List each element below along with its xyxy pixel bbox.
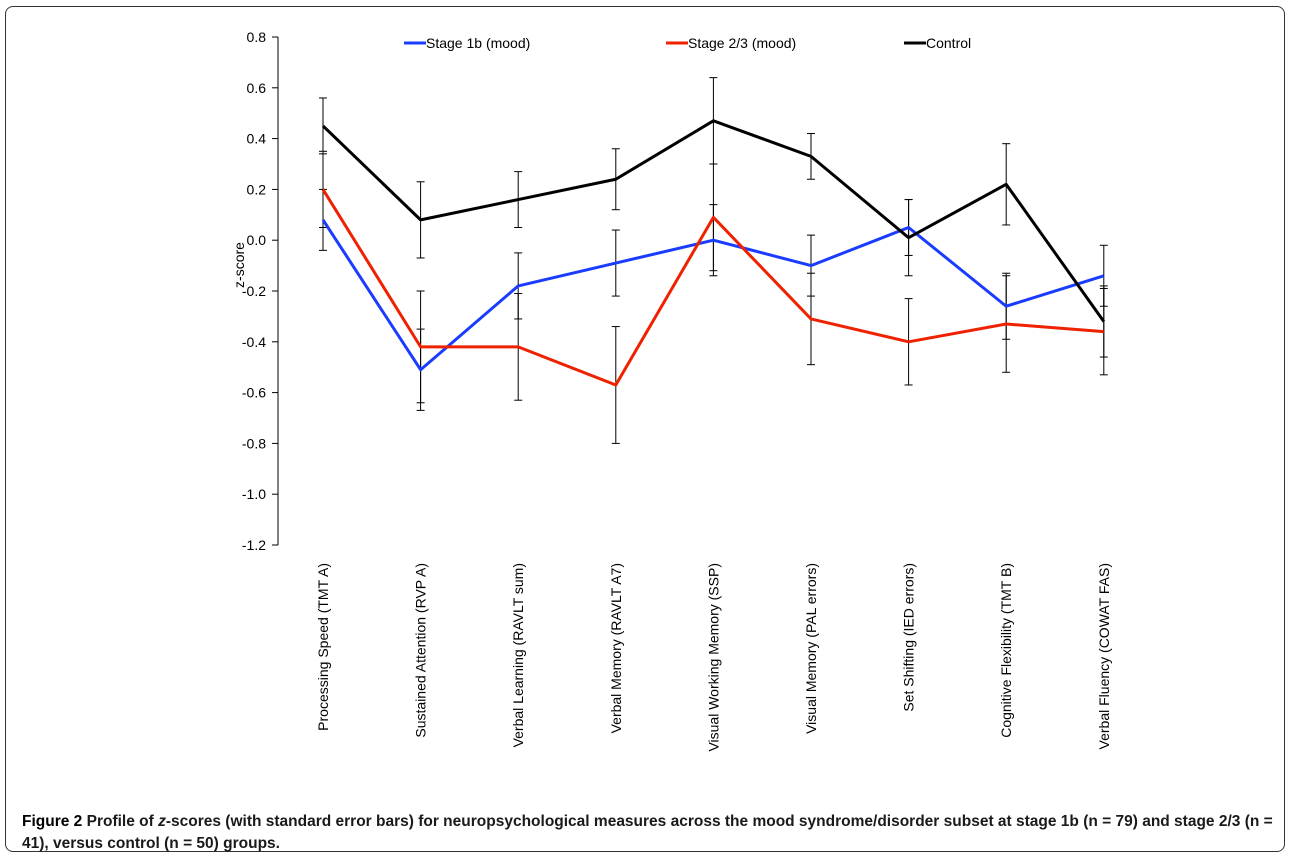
y-tick-label: -1.0 xyxy=(242,486,266,502)
y-tick-label: -1.2 xyxy=(242,537,266,553)
caption-label: Figure 2 xyxy=(22,813,83,830)
y-tick-label: 0.6 xyxy=(247,80,267,96)
caption-text-before: Profile of xyxy=(82,813,159,830)
series-line-1 xyxy=(321,219,1105,372)
caption-italic: z xyxy=(158,813,166,830)
y-tick-label: -0.4 xyxy=(242,334,266,350)
figure-frame: 0.8 0.6 0.4 0.2 0.0 -0.2 -0.4 -0.6 -0.8 -1.0 -1.2 … xyxy=(5,6,1285,852)
y-tick-label: 0.0 xyxy=(247,232,267,248)
legend-label: Stage 1b (mood) xyxy=(426,35,530,51)
x-tick-label: Processing Speed (TMT A) xyxy=(315,563,331,731)
y-tick-label: 0.2 xyxy=(247,181,267,197)
series-lines xyxy=(321,119,1106,387)
y-tick-label: 0.4 xyxy=(247,131,267,147)
x-tick-label: Verbal Learning (RAVLT sum) xyxy=(510,563,526,747)
figure-caption: Figure 2 Profile of z-scores (with stand… xyxy=(22,811,1280,855)
x-tick-label: Visual Memory (PAL errors) xyxy=(803,563,819,734)
legend-label: Stage 2/3 (mood) xyxy=(688,35,796,51)
y-tick-label: -0.6 xyxy=(242,385,266,401)
x-tick-label: Cognitive Flexibility (TMT B) xyxy=(998,563,1014,738)
y-tick-labels: 0.8 0.6 0.4 0.2 0.0 -0.2 -0.4 -0.6 -0.8 -1.0 -1.2 xyxy=(242,29,266,553)
caption-text-after: -scores (with standard error bars) for n… xyxy=(22,813,1273,852)
y-tick-label: -0.8 xyxy=(242,435,266,451)
y-tick-label: 0.8 xyxy=(247,29,267,45)
line-chart: 0.80.60.40.20.0-0.2-0.4-0.6-0.8-1.0-1.2 … xyxy=(231,29,1112,752)
error-bars xyxy=(319,77,1108,444)
legend: Stage 1b (mood) Stage 2/3 (mood) Control xyxy=(404,35,971,51)
y-axis-label: z-score xyxy=(231,242,247,288)
y-tick-label: -0.2 xyxy=(242,283,266,299)
series-line-3 xyxy=(321,119,1106,323)
x-tick-label: Verbal Memory (RAVLT A7) xyxy=(608,563,624,733)
x-tick-labels: Processing Speed (TMT A) Sustained Attent… xyxy=(315,563,1112,752)
axes xyxy=(272,36,279,546)
x-tick-label: Visual Working Memory (SSP) xyxy=(705,563,721,752)
x-tick-label: Verbal Fluency (COWAT FAS) xyxy=(1096,563,1112,749)
x-tick-label: Set Shifting (IED errors) xyxy=(901,563,917,712)
x-tick-label: Sustained Attention (RVP A) xyxy=(413,563,429,738)
series-line-2 xyxy=(321,188,1104,387)
legend-label: Control xyxy=(926,35,971,51)
